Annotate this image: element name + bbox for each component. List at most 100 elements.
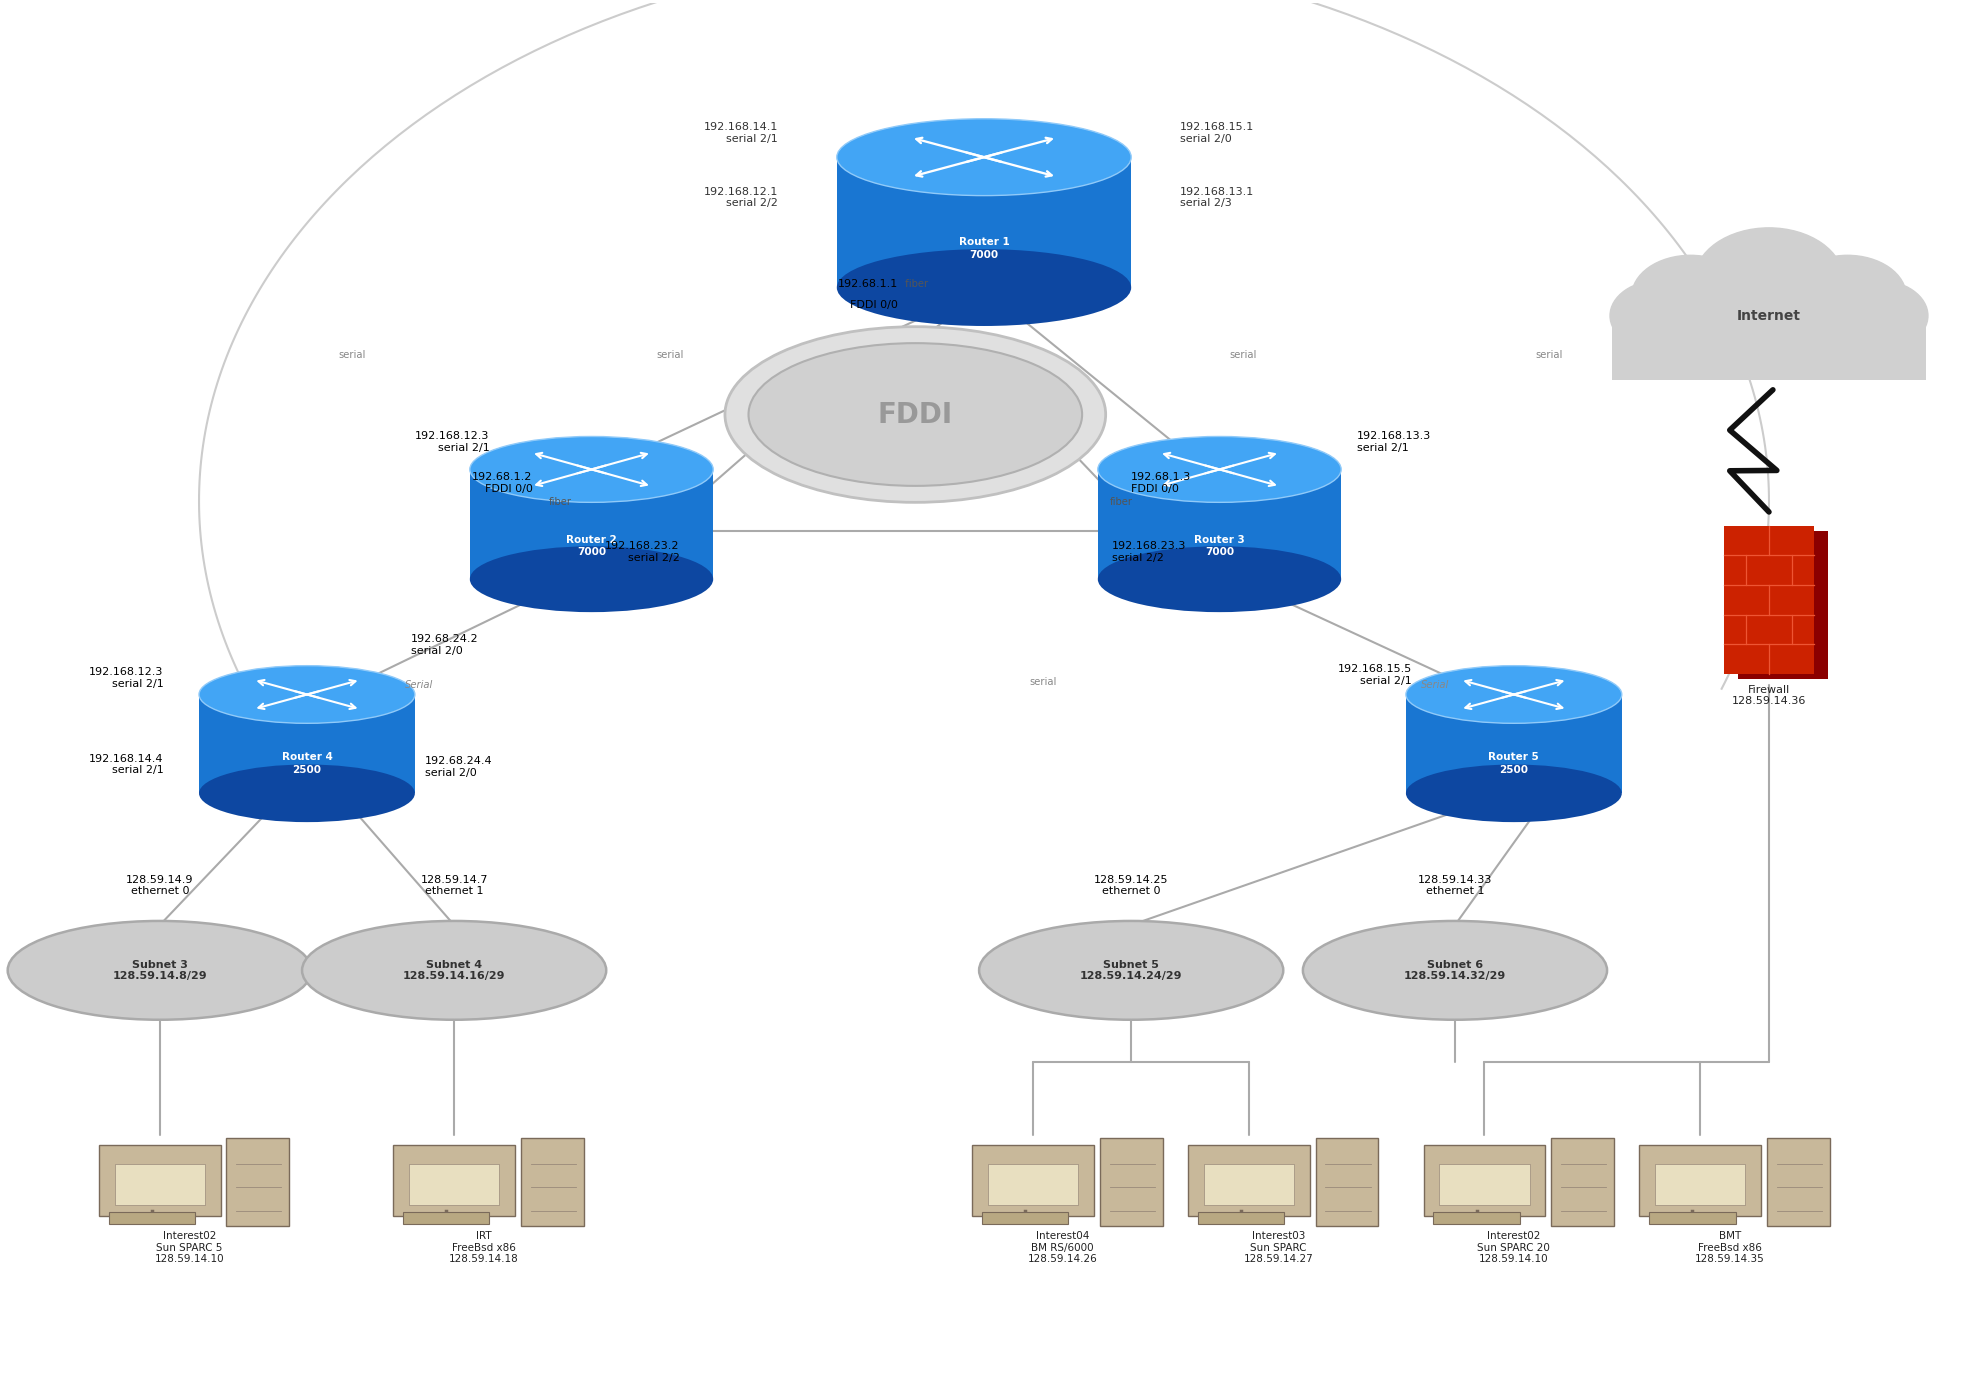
Circle shape	[1826, 280, 1929, 351]
Text: 192.168.14.4
serial 2/1: 192.168.14.4 serial 2/1	[89, 754, 163, 776]
FancyBboxPatch shape	[403, 1211, 490, 1224]
Text: FDDI 0/0: FDDI 0/0	[850, 300, 897, 310]
Text: 192.68.1.2
FDDI 0/0: 192.68.1.2 FDDI 0/0	[472, 473, 533, 493]
Text: 128.59.14.25
ethernet 0: 128.59.14.25 ethernet 0	[1094, 875, 1169, 896]
Text: 192.168.15.5
serial 2/1: 192.168.15.5 serial 2/1	[1338, 664, 1411, 686]
FancyBboxPatch shape	[1767, 1138, 1830, 1225]
Polygon shape	[836, 157, 1132, 288]
Text: Subnet 4
128.59.14.16/29: Subnet 4 128.59.14.16/29	[403, 959, 506, 981]
FancyBboxPatch shape	[1655, 1164, 1746, 1204]
Circle shape	[1645, 287, 1775, 378]
Text: Serial: Serial	[405, 679, 433, 690]
Ellipse shape	[724, 327, 1106, 503]
Ellipse shape	[1303, 921, 1608, 1020]
Circle shape	[1694, 227, 1844, 332]
Polygon shape	[1098, 470, 1340, 579]
Text: fiber: fiber	[1110, 497, 1134, 507]
Ellipse shape	[1098, 437, 1340, 503]
Text: 192.168.14.1
serial 2/1: 192.168.14.1 serial 2/1	[705, 123, 777, 143]
FancyBboxPatch shape	[1738, 531, 1828, 679]
FancyBboxPatch shape	[114, 1164, 205, 1204]
FancyBboxPatch shape	[1433, 1211, 1519, 1224]
Text: serial: serial	[338, 350, 366, 361]
Ellipse shape	[836, 119, 1132, 196]
Ellipse shape	[1405, 765, 1622, 823]
Text: serial: serial	[1535, 350, 1563, 361]
Text: Router 1
7000: Router 1 7000	[958, 237, 1010, 259]
Text: IRT
FreeBsd x86
128.59.14.18: IRT FreeBsd x86 128.59.14.18	[449, 1231, 518, 1265]
Ellipse shape	[301, 921, 606, 1020]
FancyBboxPatch shape	[972, 1145, 1094, 1215]
Text: 128.59.14.33
ethernet 1: 128.59.14.33 ethernet 1	[1417, 875, 1492, 896]
Text: Router 3
7000: Router 3 7000	[1195, 535, 1246, 558]
Ellipse shape	[199, 765, 415, 823]
FancyBboxPatch shape	[1317, 1138, 1378, 1225]
FancyBboxPatch shape	[1724, 525, 1814, 674]
FancyBboxPatch shape	[988, 1164, 1078, 1204]
Text: 192.168.12.3
serial 2/1: 192.168.12.3 serial 2/1	[89, 667, 163, 689]
Text: 192.68.1.3
FDDI 0/0: 192.68.1.3 FDDI 0/0	[1132, 473, 1191, 493]
Text: 192.68.24.2
serial 2/0: 192.68.24.2 serial 2/0	[411, 634, 478, 656]
Text: Router 4
2500: Router 4 2500	[281, 752, 333, 774]
FancyBboxPatch shape	[1199, 1211, 1285, 1224]
Text: 192.168.12.3
serial 2/1: 192.168.12.3 serial 2/1	[415, 431, 490, 453]
Text: Interest03
Sun SPARC
128.59.14.27: Interest03 Sun SPARC 128.59.14.27	[1244, 1231, 1313, 1265]
FancyBboxPatch shape	[1612, 325, 1927, 380]
Ellipse shape	[836, 249, 1132, 327]
FancyBboxPatch shape	[394, 1145, 516, 1215]
Text: Firewall
128.59.14.36: Firewall 128.59.14.36	[1732, 685, 1807, 707]
Text: serial: serial	[655, 350, 683, 361]
FancyBboxPatch shape	[1204, 1164, 1295, 1204]
Text: fiber: fiber	[901, 280, 927, 289]
Text: BMT
FreeBsd x86
128.59.14.35: BMT FreeBsd x86 128.59.14.35	[1694, 1231, 1765, 1265]
Circle shape	[1631, 255, 1750, 338]
Ellipse shape	[470, 437, 712, 503]
FancyBboxPatch shape	[226, 1138, 289, 1225]
Text: Router 2
7000: Router 2 7000	[567, 535, 616, 558]
Text: serial: serial	[1230, 350, 1258, 361]
FancyBboxPatch shape	[1639, 1145, 1761, 1215]
FancyBboxPatch shape	[1439, 1164, 1529, 1204]
Text: 192.168.12.1
serial 2/2: 192.168.12.1 serial 2/2	[705, 187, 777, 208]
Text: Subnet 3
128.59.14.8/29: Subnet 3 128.59.14.8/29	[112, 959, 207, 981]
Text: 128.59.14.9
ethernet 0: 128.59.14.9 ethernet 0	[126, 875, 193, 896]
Ellipse shape	[1405, 666, 1622, 723]
Ellipse shape	[8, 921, 311, 1020]
Text: 192.168.13.1
serial 2/3: 192.168.13.1 serial 2/3	[1181, 187, 1254, 208]
Ellipse shape	[470, 546, 712, 612]
FancyBboxPatch shape	[1551, 1138, 1614, 1225]
FancyBboxPatch shape	[108, 1211, 195, 1224]
Text: 192.68.24.4
serial 2/0: 192.68.24.4 serial 2/0	[425, 757, 492, 779]
Text: fiber: fiber	[549, 497, 571, 507]
Text: serial: serial	[1029, 677, 1057, 688]
Text: Interest04
BM RS/6000
128.59.14.26: Interest04 BM RS/6000 128.59.14.26	[1027, 1231, 1098, 1265]
Text: Subnet 5
128.59.14.24/29: Subnet 5 128.59.14.24/29	[1080, 959, 1183, 981]
Text: Interest02
Sun SPARC 5
128.59.14.10: Interest02 Sun SPARC 5 128.59.14.10	[154, 1231, 224, 1265]
Text: 192.68.1.1: 192.68.1.1	[838, 280, 897, 289]
FancyBboxPatch shape	[1189, 1145, 1311, 1215]
Circle shape	[1610, 280, 1712, 351]
Text: FDDI: FDDI	[878, 401, 953, 429]
Text: Internet: Internet	[1738, 309, 1801, 322]
Text: Subnet 6
128.59.14.32/29: Subnet 6 128.59.14.32/29	[1403, 959, 1506, 981]
Ellipse shape	[980, 921, 1283, 1020]
Text: 192.168.23.3
serial 2/2: 192.168.23.3 serial 2/2	[1112, 542, 1187, 562]
Text: Interest02
Sun SPARC 20
128.59.14.10: Interest02 Sun SPARC 20 128.59.14.10	[1478, 1231, 1551, 1265]
Text: 192.168.13.3
serial 2/1: 192.168.13.3 serial 2/1	[1356, 431, 1431, 453]
Ellipse shape	[748, 343, 1082, 486]
FancyBboxPatch shape	[98, 1145, 220, 1215]
Text: Serial: Serial	[1421, 679, 1450, 690]
Ellipse shape	[199, 666, 415, 723]
Text: 128.59.14.7
ethernet 1: 128.59.14.7 ethernet 1	[421, 875, 488, 896]
FancyBboxPatch shape	[522, 1138, 584, 1225]
FancyBboxPatch shape	[1100, 1138, 1163, 1225]
FancyBboxPatch shape	[409, 1164, 500, 1204]
Ellipse shape	[1098, 546, 1340, 612]
FancyBboxPatch shape	[1649, 1211, 1736, 1224]
Circle shape	[1789, 255, 1907, 338]
Text: Router 5
2500: Router 5 2500	[1488, 752, 1539, 774]
Circle shape	[1763, 287, 1893, 378]
Text: 192.168.23.2
serial 2/2: 192.168.23.2 serial 2/2	[606, 542, 679, 562]
FancyBboxPatch shape	[982, 1211, 1069, 1224]
Polygon shape	[470, 470, 712, 579]
